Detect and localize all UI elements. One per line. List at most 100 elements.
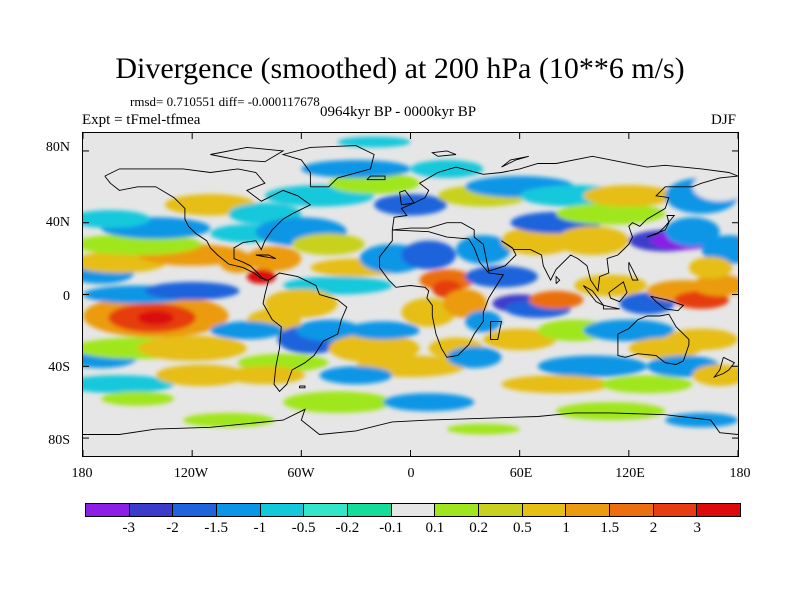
divergence-region bbox=[301, 159, 411, 178]
colorbar-swatch bbox=[697, 504, 741, 516]
divergence-region bbox=[574, 136, 684, 148]
divergence-region bbox=[665, 328, 738, 351]
colorbar-label: -1.5 bbox=[204, 520, 229, 536]
divergence-region bbox=[401, 240, 457, 270]
lat-label: 80S bbox=[48, 433, 70, 448]
divergence-region bbox=[688, 256, 733, 279]
colorbar-label: -3 bbox=[122, 520, 135, 536]
divergence-region bbox=[501, 375, 611, 394]
coastline bbox=[582, 285, 604, 306]
colorbar-label: -0.1 bbox=[379, 520, 403, 536]
colorbar-swatch bbox=[522, 504, 567, 516]
colorbar-swatch bbox=[217, 504, 261, 516]
colorbar-swatch bbox=[348, 504, 392, 516]
lon-label: 60E bbox=[509, 466, 533, 481]
lon-label: 0 bbox=[407, 466, 415, 481]
lon-label: 180 bbox=[729, 466, 751, 481]
colorbar-label: -1 bbox=[253, 520, 267, 536]
coastline bbox=[555, 275, 561, 285]
colorbar-swatch bbox=[260, 504, 305, 516]
colorbar-label: 3 bbox=[693, 520, 702, 536]
coastline bbox=[712, 356, 736, 378]
colorbar-swatch bbox=[435, 504, 480, 516]
divergence-region bbox=[137, 335, 247, 361]
coastline bbox=[379, 229, 505, 358]
divergence-region bbox=[319, 366, 393, 385]
divergence-region bbox=[83, 210, 151, 229]
coastline bbox=[262, 272, 348, 393]
coastlines bbox=[83, 145, 738, 435]
divergence-region bbox=[410, 159, 484, 178]
colorbar-swatch bbox=[653, 504, 698, 516]
lon-label: 120E bbox=[615, 466, 645, 481]
map-panel bbox=[82, 132, 739, 457]
colorbar-swatch bbox=[129, 504, 174, 516]
divergence-region bbox=[583, 319, 675, 342]
divergence-region bbox=[528, 290, 584, 309]
coastline bbox=[628, 261, 639, 281]
coastline bbox=[83, 408, 738, 435]
colorbar-label: 0.5 bbox=[512, 520, 532, 536]
coastline bbox=[650, 295, 685, 312]
colorbar-swatch bbox=[86, 504, 130, 516]
coastline bbox=[399, 189, 415, 206]
coastline bbox=[490, 320, 503, 340]
colorbar-swatch bbox=[479, 504, 523, 516]
coastline bbox=[602, 304, 620, 310]
divergence-region bbox=[219, 251, 256, 273]
divergence-region bbox=[583, 185, 675, 207]
divergence-region bbox=[83, 375, 174, 394]
coastline bbox=[281, 145, 375, 188]
divergence-region bbox=[692, 274, 738, 297]
coastline bbox=[366, 175, 386, 181]
coastline bbox=[210, 146, 285, 163]
lat-label: 0 bbox=[63, 289, 70, 304]
divergence-region bbox=[701, 235, 738, 264]
lat-label: 80N bbox=[45, 140, 70, 155]
divergence-map bbox=[83, 133, 738, 456]
colorbar-swatch bbox=[610, 504, 654, 516]
divergence-region bbox=[346, 321, 420, 340]
divergence-region bbox=[456, 235, 511, 264]
coastline bbox=[255, 254, 277, 260]
divergence-region bbox=[155, 364, 247, 387]
divergence-region bbox=[83, 233, 202, 256]
divergence-region bbox=[601, 375, 693, 394]
colorbar-swatch bbox=[304, 504, 349, 516]
divergence-region bbox=[692, 172, 738, 202]
divergence-region bbox=[295, 319, 362, 342]
coastline bbox=[617, 313, 690, 365]
divergence-region bbox=[283, 391, 393, 414]
divergence-region bbox=[137, 310, 174, 325]
divergence-region bbox=[443, 289, 487, 318]
colorbar-label: 0.2 bbox=[469, 520, 488, 536]
divergence-region bbox=[419, 269, 475, 291]
divergence-region bbox=[465, 265, 538, 288]
divergence-region bbox=[665, 412, 738, 428]
colorbar-label: -0.2 bbox=[335, 520, 360, 536]
coastline bbox=[431, 150, 457, 157]
colorbar-label: -0.5 bbox=[291, 520, 316, 536]
divergence-region bbox=[556, 203, 666, 225]
colorbar-swatch bbox=[173, 504, 218, 516]
colorbar-label: -2 bbox=[166, 520, 179, 536]
colorbar-swatch bbox=[566, 504, 611, 516]
divergence-region bbox=[401, 298, 457, 327]
coastline bbox=[104, 168, 312, 281]
season-label: DJF bbox=[711, 112, 737, 128]
coastline bbox=[392, 175, 738, 293]
divergence-region bbox=[556, 226, 629, 256]
divergence-region bbox=[101, 391, 174, 406]
lon-label: 120W bbox=[173, 466, 209, 481]
colorbar-label: 0.1 bbox=[425, 520, 445, 536]
lon-label: 60W bbox=[287, 466, 315, 481]
colorbar-label: 2 bbox=[649, 520, 658, 536]
divergence-region bbox=[210, 321, 284, 340]
lat-label: 40S bbox=[48, 360, 70, 375]
divergence-region bbox=[224, 366, 305, 385]
divergence-region bbox=[292, 233, 365, 256]
coastline bbox=[391, 155, 738, 230]
coastline bbox=[646, 215, 676, 238]
map-title: Divergence (smoothed) at 200 hPa (10**6 … bbox=[115, 52, 685, 85]
divergence-region bbox=[665, 217, 720, 247]
